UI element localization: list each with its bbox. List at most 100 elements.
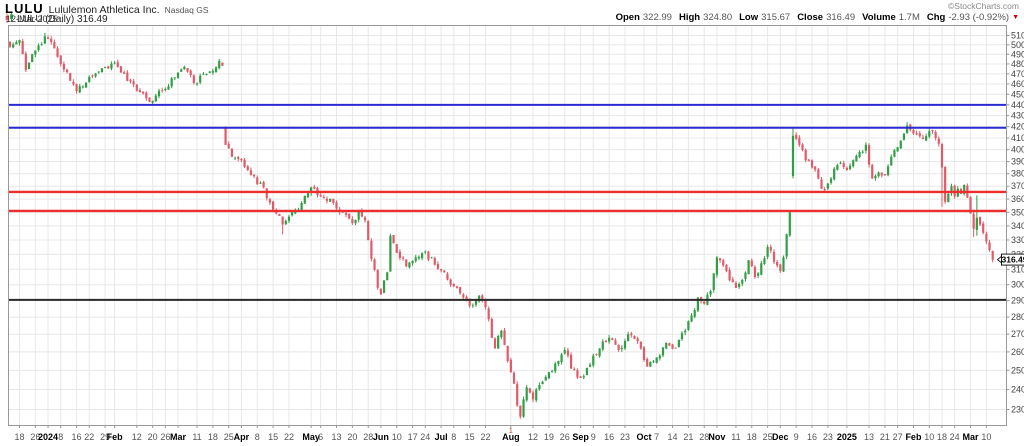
svg-text:Feb: Feb — [107, 432, 124, 442]
down-candle-wicks — [9, 35, 994, 419]
svg-text:7: 7 — [654, 432, 659, 442]
svg-text:230: 230 — [1011, 405, 1024, 415]
svg-text:270: 270 — [1011, 329, 1024, 339]
low-value: 315.67 — [761, 12, 791, 23]
svg-text:24: 24 — [420, 432, 430, 442]
svg-text:22: 22 — [84, 432, 94, 442]
svg-text:450: 450 — [1011, 89, 1024, 99]
svg-text:26: 26 — [560, 432, 570, 442]
svg-text:10: 10 — [981, 432, 991, 442]
svg-text:470: 470 — [1011, 69, 1024, 79]
y-axis-labels: 2302402502602702802903003103203303403503… — [1006, 31, 1024, 415]
svg-text:410: 410 — [1011, 133, 1024, 143]
svg-text:20: 20 — [347, 432, 357, 442]
svg-text:28: 28 — [699, 432, 709, 442]
up-candle-bodies — [12, 36, 978, 417]
svg-text:290: 290 — [1011, 296, 1024, 306]
close-label: Close — [797, 12, 824, 23]
svg-text:18: 18 — [15, 432, 25, 442]
svg-text:LULU (Daily) 316.49: LULU (Daily) 316.49 — [17, 14, 108, 25]
svg-text:24: 24 — [950, 432, 960, 442]
svg-text:1: 1 — [509, 426, 513, 435]
chg-label: Chg — [926, 12, 946, 23]
company-name: Lululemon Athletica Inc. — [48, 4, 160, 16]
svg-text:18: 18 — [208, 432, 218, 442]
svg-text:22: 22 — [284, 432, 294, 442]
svg-text:250: 250 — [1011, 365, 1024, 375]
chart-date: 12-Mar-2025 — [6, 14, 58, 24]
svg-text:240: 240 — [1011, 385, 1024, 395]
svg-text:400: 400 — [1011, 145, 1024, 155]
svg-text:280: 280 — [1011, 312, 1024, 322]
svg-text:8: 8 — [451, 432, 456, 442]
candlesticks — [8, 32, 994, 419]
svg-text:20: 20 — [148, 432, 158, 442]
svg-text:260: 260 — [1011, 347, 1024, 357]
svg-text:17: 17 — [408, 432, 418, 442]
svg-text:12: 12 — [132, 432, 142, 442]
svg-text:380: 380 — [1011, 169, 1024, 179]
svg-text:16: 16 — [72, 432, 82, 442]
svg-text:9: 9 — [591, 432, 596, 442]
last-price-marker: 316.49 — [996, 253, 1024, 266]
svg-text:15: 15 — [465, 432, 475, 442]
svg-text:420: 420 — [1011, 122, 1024, 132]
grid-lines — [8, 25, 1007, 426]
svg-text:330: 330 — [1011, 235, 1024, 245]
svg-text:350: 350 — [1011, 207, 1024, 217]
svg-text:Aug: Aug — [502, 432, 520, 442]
svg-text:18: 18 — [747, 432, 757, 442]
chg-down-arrow-icon: ▼ — [1012, 14, 1019, 21]
chg-value: -2.93 (-0.92%) — [948, 12, 1010, 23]
svg-text:300: 300 — [1011, 280, 1024, 290]
volume-value: 1.7M — [898, 12, 920, 23]
svg-text:21: 21 — [683, 432, 693, 442]
header-title: LULU Lululemon Athletica Inc. Nasdaq GS — [5, 1, 209, 16]
svg-text:Mar: Mar — [170, 432, 187, 442]
svg-text:Dec: Dec — [772, 432, 789, 442]
svg-text:12: 12 — [528, 432, 538, 442]
svg-text:11: 11 — [731, 432, 740, 442]
high-label: High — [678, 12, 701, 23]
low-label: Low — [739, 12, 759, 23]
svg-text:Apr: Apr — [234, 432, 250, 442]
svg-text:15: 15 — [268, 432, 278, 442]
svg-text:18: 18 — [937, 432, 947, 442]
svg-text:2025: 2025 — [837, 432, 857, 442]
svg-text:26: 26 — [160, 432, 170, 442]
svg-text:21: 21 — [880, 432, 890, 442]
svg-text:440: 440 — [1011, 100, 1024, 110]
svg-text:14: 14 — [668, 432, 678, 442]
svg-text:11: 11 — [192, 432, 201, 442]
stockcharts-credit: ©StockCharts.com — [948, 1, 1019, 11]
svg-text:310: 310 — [1011, 264, 1024, 274]
svg-text:Jul: Jul — [435, 432, 448, 442]
svg-text:2024: 2024 — [38, 432, 58, 442]
svg-text:23: 23 — [620, 432, 630, 442]
svg-text:16: 16 — [604, 432, 614, 442]
up-candle-wicks — [12, 32, 978, 418]
svg-text:Jun: Jun — [373, 432, 389, 442]
high-value: 324.80 — [703, 12, 733, 23]
svg-text:29: 29 — [100, 432, 110, 442]
svg-text:510: 510 — [1011, 31, 1024, 41]
svg-text:316.49: 316.49 — [1002, 255, 1024, 265]
svg-text:25: 25 — [224, 432, 234, 442]
svg-text:13: 13 — [332, 432, 342, 442]
svg-text:19: 19 — [544, 432, 554, 442]
svg-text:Oct: Oct — [636, 432, 651, 442]
svg-text:27: 27 — [893, 432, 903, 442]
candlestick-style-icon — [5, 12, 13, 23]
chart-legend: LULU (Daily) 316.49 — [5, 12, 108, 25]
open-value: 322.99 — [642, 12, 672, 23]
svg-text:25: 25 — [763, 432, 773, 442]
svg-text:8: 8 — [255, 432, 260, 442]
svg-text:10: 10 — [392, 432, 402, 442]
svg-text:16: 16 — [807, 432, 817, 442]
svg-text:May: May — [302, 432, 320, 442]
open-label: Open — [615, 12, 640, 23]
svg-text:9: 9 — [794, 432, 799, 442]
ticker-symbol: LULU — [5, 1, 44, 16]
